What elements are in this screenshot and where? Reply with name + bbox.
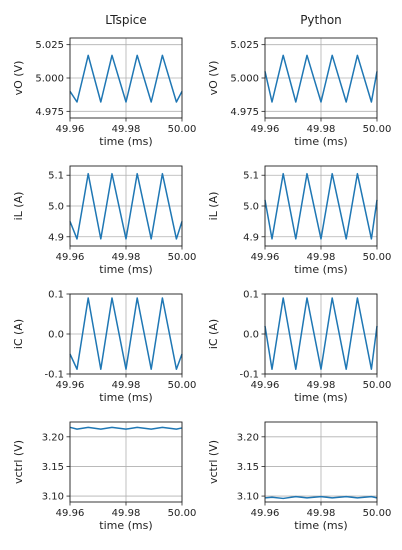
x-tick-label: 50.00	[363, 124, 392, 135]
x-axis-label: time (ms)	[294, 263, 347, 276]
y-tick-label: 5.025	[230, 40, 259, 51]
x-tick-label: 50.00	[363, 252, 392, 263]
y-tick-label: 5.1	[243, 171, 259, 182]
y-tick-label: 5.000	[230, 74, 259, 85]
series-line	[69, 297, 183, 370]
y-axis-label: iC (A)	[207, 319, 220, 349]
series-line	[264, 172, 378, 240]
series-line	[69, 172, 183, 240]
subplot-vctrl-ltspice: 49.96 49.98 50.00 3.10 3.15 3.20 time (ms) vctr…	[12, 421, 197, 532]
x-axis-label: time (ms)	[99, 135, 152, 148]
y-tick-label: 0.1	[243, 290, 259, 301]
subplot-iL-python: 49.96 49.98 50.00 4.9 5.0 5.1 time (ms) iL (A)	[207, 165, 392, 276]
x-tick-label: 49.98	[112, 508, 141, 519]
y-tick-label: -0.1	[239, 370, 259, 381]
series-line	[69, 426, 183, 430]
x-tick-label: 49.96	[56, 124, 85, 135]
y-tick-label: 5.1	[48, 171, 64, 182]
y-tick-label: 4.975	[35, 107, 64, 118]
x-tick-label: 49.96	[56, 252, 85, 263]
x-tick-label: 50.00	[168, 252, 197, 263]
x-axis-label: time (ms)	[294, 135, 347, 148]
x-tick-label: 49.98	[112, 124, 141, 135]
x-tick-label: 49.96	[251, 380, 280, 391]
x-tick-label: 49.98	[307, 508, 336, 519]
x-tick-label: 50.00	[168, 124, 197, 135]
column-title-python: Python	[300, 13, 342, 27]
x-tick-label: 49.98	[307, 380, 336, 391]
y-axis-label: vO (V)	[12, 61, 25, 96]
x-tick-label: 49.98	[307, 124, 336, 135]
column-title-ltspice: LTspice	[105, 13, 147, 27]
series-line	[264, 495, 378, 500]
x-tick-label: 50.00	[363, 508, 392, 519]
y-tick-label: -0.1	[44, 370, 64, 381]
series-line	[69, 54, 183, 103]
y-tick-label: 4.9	[243, 232, 259, 243]
y-tick-label: 3.20	[237, 432, 259, 443]
x-axis-label: time (ms)	[294, 391, 347, 404]
plots-grid: 49.96 49.98 50.00 4.975 5.000 5.025 time (ms) v…	[12, 37, 392, 532]
y-axis-label: vctrl (V)	[12, 440, 25, 484]
x-axis-label: time (ms)	[99, 263, 152, 276]
y-axis-label: iL (A)	[207, 192, 220, 221]
y-tick-label: 5.0	[48, 202, 64, 213]
y-tick-label: 5.025	[35, 40, 64, 51]
subplot-iL-ltspice: 49.96 49.98 50.00 4.9 5.0 5.1 time (ms) iL (A)	[12, 165, 197, 276]
x-tick-label: 49.96	[251, 252, 280, 263]
subplot-vO-ltspice: 49.96 49.98 50.00 4.975 5.000 5.025 time (ms) v…	[12, 37, 197, 148]
y-tick-label: 0.0	[243, 330, 259, 341]
y-axis-label: vO (V)	[207, 61, 220, 96]
x-axis-label: time (ms)	[99, 391, 152, 404]
x-tick-label: 49.98	[112, 252, 141, 263]
y-tick-label: 3.20	[42, 432, 64, 443]
y-tick-label: 4.9	[48, 232, 64, 243]
x-tick-label: 50.00	[363, 380, 392, 391]
y-axis-label: vctrl (V)	[207, 440, 220, 484]
x-tick-label: 50.00	[168, 380, 197, 391]
x-tick-label: 49.96	[251, 124, 280, 135]
y-tick-label: 0.1	[48, 290, 64, 301]
series-line	[264, 297, 378, 370]
x-tick-label: 49.96	[56, 380, 85, 391]
y-tick-label: 3.15	[237, 462, 259, 473]
subplot-vO-python: 49.96 49.98 50.00 4.975 5.000 5.025 time (ms) v…	[207, 37, 392, 148]
subplot-iC-ltspice: 49.96 49.98 50.00 -0.1 0.0 0.1 time (ms) iC (A)	[12, 290, 196, 405]
subplot-iC-python: 49.96 49.98 50.00 -0.1 0.0 0.1 time (ms) iC (A)	[207, 290, 391, 405]
y-tick-label: 3.10	[42, 492, 64, 503]
x-tick-label: 50.00	[168, 508, 197, 519]
y-axis-label: iL (A)	[12, 192, 25, 221]
x-tick-label: 49.96	[251, 508, 280, 519]
y-tick-label: 5.0	[243, 202, 259, 213]
y-tick-label: 3.10	[237, 492, 259, 503]
y-axis-label: iC (A)	[12, 319, 25, 349]
y-tick-label: 0.0	[48, 330, 64, 341]
x-axis-label: time (ms)	[99, 519, 152, 532]
subplot-vctrl-python: 49.96 49.98 50.00 3.10 3.15 3.20 time (ms) vctr…	[207, 421, 392, 532]
x-tick-label: 49.98	[307, 252, 336, 263]
series-line	[264, 54, 378, 103]
y-tick-label: 3.15	[42, 462, 64, 473]
y-tick-label: 4.975	[230, 107, 259, 118]
x-axis-label: time (ms)	[294, 519, 347, 532]
y-tick-label: 5.000	[35, 74, 64, 85]
x-tick-label: 49.98	[112, 380, 141, 391]
x-tick-label: 49.96	[56, 508, 85, 519]
